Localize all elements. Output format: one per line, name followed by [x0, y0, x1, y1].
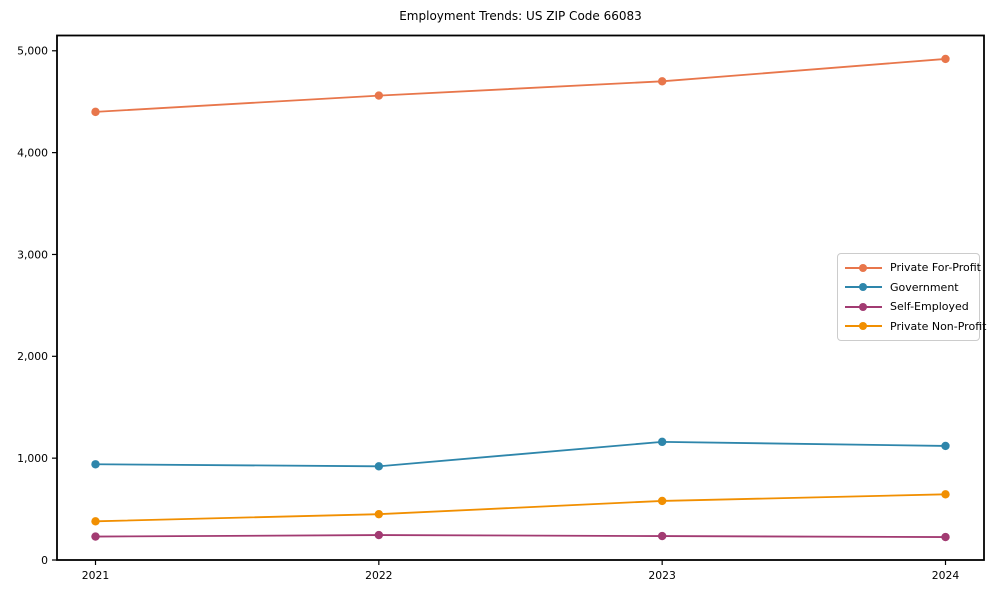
y-tick-label: 2,000	[17, 350, 48, 363]
series-line-private-non-profit	[95, 493, 946, 523]
legend-entry-government: Government	[845, 278, 972, 298]
y-tick-label: 1,000	[17, 452, 48, 465]
data-point-private-for-profit	[657, 77, 667, 86]
legend-entry-private-for-profit: Private For-Profit	[845, 258, 981, 278]
data-point-private-for-profit	[91, 107, 100, 117]
chart-title: Employment Trends: US ZIP Code 66083	[399, 9, 642, 23]
x-tick-label: 2022	[365, 569, 392, 582]
x-tick-label: 2024	[932, 569, 960, 582]
legend-entry-private-non-profit: Private Non-Profit	[845, 317, 986, 337]
data-point-private-non-profit	[657, 496, 667, 506]
legend-line-marker-icon	[845, 282, 882, 292]
legend-line-marker-icon	[845, 302, 882, 312]
y-tick-label: 5,000	[17, 45, 48, 58]
x-tick-label: 2023	[648, 569, 675, 582]
data-point-self-employed	[374, 530, 384, 540]
legend-entry-self-employed: Self-Employed	[845, 297, 972, 317]
y-tick-label: 0	[41, 554, 48, 567]
legend-line-marker-icon	[845, 321, 882, 331]
data-point-private-non-profit	[941, 490, 950, 499]
legend: Private For-Profit Government Self-Employe…	[837, 253, 986, 341]
data-point-private-non-profit	[374, 509, 384, 519]
legend-line-marker-icon	[845, 263, 882, 273]
legend-label: Private Non-Profit	[890, 319, 987, 333]
data-point-private-for-profit	[374, 91, 384, 100]
legend-label: Self-Employed	[890, 300, 969, 314]
data-point-self-employed	[941, 532, 950, 542]
y-tick-label: 3,000	[17, 248, 48, 261]
x-tick-label: 2021	[82, 569, 109, 582]
y-tick-label: 4,000	[17, 146, 48, 159]
data-point-government	[657, 437, 667, 447]
legend-label: Government	[890, 280, 959, 294]
data-point-private-for-profit	[941, 54, 950, 64]
data-point-government	[941, 441, 950, 451]
data-point-self-employed	[657, 531, 667, 541]
data-point-private-non-profit	[91, 517, 100, 526]
data-point-self-employed	[91, 532, 100, 541]
legend-label: Private For-Profit	[890, 261, 981, 275]
plot-border	[56, 34, 985, 561]
series-line-private-for-profit	[95, 58, 946, 113]
data-point-government	[91, 460, 100, 469]
series-line-self-employed	[95, 534, 946, 538]
data-point-government	[374, 462, 384, 471]
series-line-government	[95, 440, 946, 468]
